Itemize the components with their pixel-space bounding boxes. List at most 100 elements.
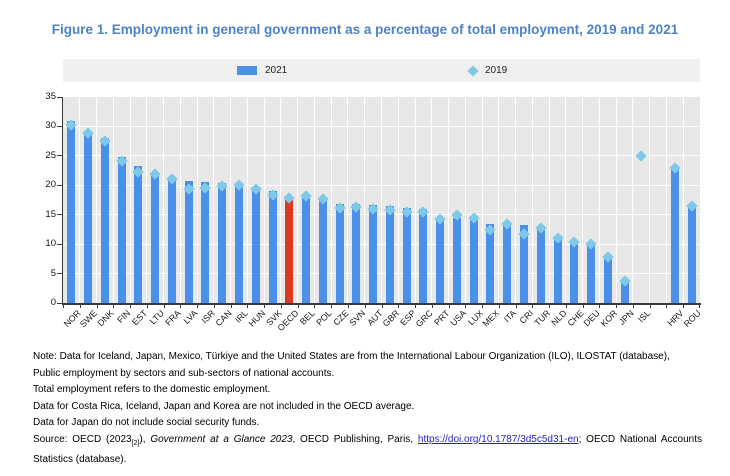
bar-FRA (167, 179, 176, 303)
x-tick-26 (498, 305, 500, 308)
x-label-DEU: DEU (581, 308, 603, 329)
y-tick-35 (57, 97, 62, 98)
gridline-v-21 (414, 97, 416, 303)
chart-legend: 2021 2019 (63, 59, 700, 82)
bar-IRL (235, 184, 243, 303)
bar-OECD (285, 195, 294, 303)
bar-AUT (369, 204, 378, 303)
gridline-v-34 (632, 97, 634, 303)
gridline-v-36 (665, 97, 667, 303)
x-tick-36 (666, 305, 668, 308)
x-tick-7 (180, 305, 182, 308)
x-label-ITA: ITA (501, 308, 519, 325)
gridline-v-22 (431, 97, 433, 303)
bar-HUN (251, 188, 260, 303)
x-label-MEX: MEX (480, 308, 502, 329)
y-tick-15 (57, 214, 62, 216)
x-label-GBR: GBR (380, 308, 401, 329)
diamond-swatch-icon (467, 64, 479, 77)
x-label-CZE: CZE (331, 308, 351, 328)
gridline-v-10 (230, 97, 232, 303)
y-tick-20 (57, 184, 62, 186)
gridline-v-8 (196, 97, 198, 303)
x-tick-30 (565, 305, 567, 308)
source-line: Source: OECD (2023[2]), Government at a … (33, 432, 702, 469)
gridline-v-1 (79, 97, 81, 303)
x-tick-3 (113, 305, 115, 308)
gridline-v-26 (498, 97, 500, 303)
y-tick-25 (57, 155, 62, 157)
x-axis-line (62, 303, 701, 305)
x-tick-31 (582, 305, 584, 308)
bar-NLD (553, 237, 562, 303)
bar-SVK (268, 191, 277, 303)
x-tick-23 (448, 305, 450, 308)
bar-JPN (620, 278, 629, 303)
gridline-v-28 (531, 97, 533, 303)
x-label-CRI: CRI (517, 308, 536, 326)
x-label-SVN: SVN (347, 308, 368, 328)
x-tick-33 (616, 305, 618, 308)
x-label-USA: USA (448, 308, 468, 328)
x-tick-37 (683, 305, 685, 308)
x-label-LUX: LUX (465, 308, 485, 328)
x-label-DNK: DNK (95, 308, 116, 329)
x-label-BEL: BEL (298, 308, 318, 327)
x-tick-35 (649, 305, 651, 308)
bar-LTU (151, 172, 160, 303)
source-ref: [2] (131, 439, 140, 447)
x-tick-2 (96, 305, 98, 308)
x-label-HUN: HUN (246, 308, 267, 329)
gridline-v-17 (347, 97, 349, 303)
x-tick-11 (247, 305, 249, 308)
gridline-v-11 (246, 97, 248, 303)
x-tick-19 (381, 305, 383, 308)
gridline-v-32 (598, 97, 600, 303)
gridline-v-2 (96, 97, 98, 303)
gridline-v-7 (179, 97, 181, 303)
y-tick-0 (57, 302, 62, 304)
x-tick-38 (699, 305, 700, 308)
x-label-POL: POL (314, 308, 334, 328)
gridline-v-33 (615, 97, 617, 303)
gridline-v-30 (565, 97, 567, 303)
bar-ROU (687, 206, 696, 303)
y-tick-label-30: 30 (45, 120, 56, 132)
y-tick-label-5: 5 (50, 267, 56, 279)
bar-TUR (536, 225, 545, 303)
x-label-ROU: ROU (681, 308, 703, 329)
bar-SVN (352, 204, 361, 303)
gridline-v-14 (297, 97, 299, 303)
x-label-EST: EST (130, 308, 150, 328)
doi-link[interactable]: https://doi.org/10.1787/3d5c5d31-en (417, 433, 579, 445)
bar-swatch-icon (237, 66, 257, 75)
gridline-v-15 (313, 97, 315, 303)
gridline-v-19 (381, 97, 382, 303)
y-tick-label-20: 20 (45, 179, 56, 191)
x-tick-1 (79, 305, 81, 308)
gridline-v-5 (146, 97, 148, 303)
bar-PRT (436, 217, 445, 303)
x-label-HRV: HRV (665, 308, 686, 329)
x-label-LTU: LTU (147, 308, 167, 327)
x-label-ISL: ISL (635, 308, 653, 325)
x-label-TUR: TUR (531, 308, 552, 328)
source-suffix: ; OECD National Accounts Statistics (dat… (33, 433, 702, 466)
gridline-v-35 (649, 97, 651, 303)
bar-LVA (184, 180, 193, 303)
gridline-v-9 (213, 97, 215, 303)
x-label-FIN: FIN (115, 308, 133, 326)
plot-area: 0 5 10 15 20 25 30 35 NOR SWE DNK FIN EST LTU FRA LVA IS… (45, 91, 702, 333)
source-after-ref: ), (139, 433, 151, 445)
x-tick-21 (415, 305, 417, 308)
gridline-v-20 (397, 97, 399, 303)
note-line-1: Note: Data for Iceland, Japan, Mexico, T… (33, 351, 670, 362)
gridline-v-27 (515, 97, 517, 303)
y-axis-line (62, 97, 63, 304)
bar-CZE (335, 203, 344, 303)
bar-USA (452, 217, 461, 303)
legend-item-2019: 2019 (467, 59, 507, 82)
x-label-KOR: KOR (598, 308, 619, 329)
bar-CHE (570, 241, 579, 303)
bar-GRC (419, 208, 428, 303)
